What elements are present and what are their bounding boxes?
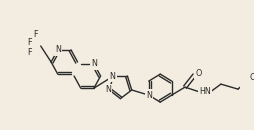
Text: F: F <box>34 30 38 38</box>
Text: N: N <box>146 91 152 100</box>
Text: N: N <box>55 45 61 54</box>
Text: HN: HN <box>199 87 211 96</box>
Text: F: F <box>27 47 31 57</box>
Text: N: N <box>110 72 116 80</box>
Text: O: O <box>250 73 254 82</box>
Text: O: O <box>195 69 201 78</box>
Text: F: F <box>27 37 31 47</box>
Text: N: N <box>105 86 111 95</box>
Text: N: N <box>91 59 97 68</box>
